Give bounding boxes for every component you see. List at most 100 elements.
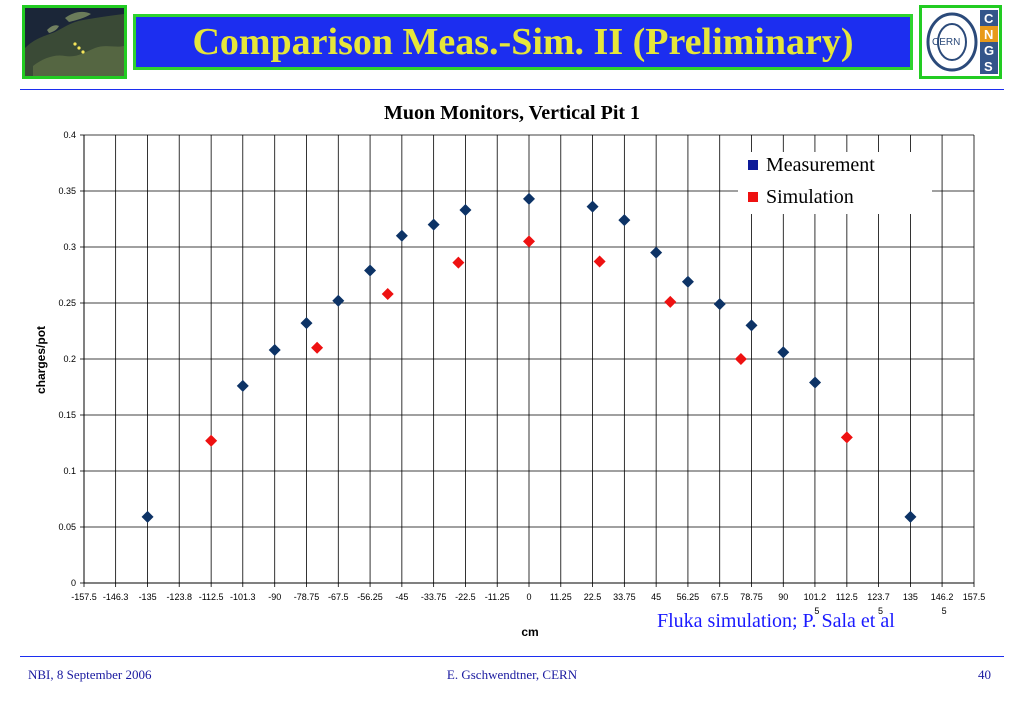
cngs-letter-n: N <box>984 27 993 42</box>
measurement-point <box>268 344 281 357</box>
y-tick-label: 0.1 <box>63 466 76 476</box>
measurement-point <box>395 229 408 242</box>
footer-page-number: 40 <box>978 667 991 682</box>
y-tick-label: 0.3 <box>63 242 76 252</box>
measurement-point <box>427 218 440 231</box>
x-tick-label: -67.5 <box>328 592 349 602</box>
x-tick-label: -11.25 <box>485 592 510 602</box>
x-tick-label: 101.2 <box>804 592 827 602</box>
simulation-point <box>840 431 853 444</box>
x-tick-label: 78.75 <box>740 592 763 602</box>
simulation-point <box>205 434 218 447</box>
simulation-point <box>664 295 677 308</box>
measurement-point <box>650 246 663 259</box>
y-tick-label: 0.2 <box>63 354 76 364</box>
measurement-point <box>618 214 631 227</box>
cngs-block-n <box>980 26 998 42</box>
x-tick-label: -45 <box>395 592 408 602</box>
x-tick-label: -78.75 <box>294 592 320 602</box>
measurement-point <box>809 376 822 389</box>
x-tick-label: 157.5 <box>963 592 986 602</box>
footer-author: E. Gschwendtner, CERN <box>446 667 578 682</box>
x-tick-label: -33.75 <box>421 592 447 602</box>
x-tick-label-suffix: 5 <box>814 606 819 616</box>
x-tick-label: -123.8 <box>166 592 192 602</box>
x-tick-label: -22.5 <box>455 592 476 602</box>
y-tick-label: 0.35 <box>58 186 76 196</box>
cern-cngs-logo: CERN C N G S <box>919 5 1002 79</box>
measurement-point <box>332 294 345 307</box>
x-tick-label: 112.5 <box>836 592 858 602</box>
footer-date: NBI, 8 September 2006 <box>28 667 152 682</box>
measurement-point <box>713 298 726 311</box>
europe-map-image <box>25 8 124 76</box>
x-tick-label: 45 <box>651 592 661 602</box>
cngs-letter-g: G <box>984 43 994 58</box>
x-tick-label: 135 <box>903 592 918 602</box>
legend-swatch-measurement <box>748 160 758 170</box>
x-tick-label: 33.75 <box>613 592 636 602</box>
x-tick-label: -56.25 <box>357 592 383 602</box>
measurement-point <box>904 510 917 523</box>
measurement-point <box>300 317 313 330</box>
measurement-point <box>141 510 154 523</box>
cngs-block-c <box>980 10 998 26</box>
simulation-point <box>734 353 747 365</box>
x-tick-label: 90 <box>778 592 788 602</box>
simulation-point <box>452 256 465 269</box>
x-tick-label: 11.25 <box>550 592 572 602</box>
cern-logo-text: CERN <box>932 37 960 48</box>
legend-label-simulation: Simulation <box>766 186 854 208</box>
footer-divider <box>20 656 1004 657</box>
legend-item-measurement: Measurement <box>748 154 875 177</box>
y-axis-label: charges/pot <box>34 326 48 394</box>
x-tick-label-suffix: 5 <box>942 606 947 616</box>
chart-title: Muon Monitors, Vertical Pit 1 <box>383 102 641 124</box>
measurement-point <box>745 319 758 332</box>
legend-item-simulation: Simulation <box>748 186 854 209</box>
measurement-point <box>523 192 535 205</box>
x-tick-label: 67.5 <box>711 592 729 602</box>
x-tick-label: 0 <box>526 592 531 602</box>
x-tick-label: -157.5 <box>71 592 97 602</box>
x-tick-label: 146.2 <box>931 592 954 602</box>
simulation-point <box>523 235 535 248</box>
measurement-point <box>459 204 472 217</box>
simulation-point <box>311 341 324 354</box>
slide-title: Comparison Meas.-Sim. II (Preliminary) <box>192 21 854 63</box>
slide-title-banner: Comparison Meas.-Sim. II (Preliminary) <box>133 14 913 70</box>
y-tick-label: 0 <box>71 578 76 588</box>
x-tick-label: -146.3 <box>103 592 129 602</box>
y-tick-label: 0.25 <box>58 298 76 308</box>
x-tick-label: -112.5 <box>199 592 224 602</box>
x-axis-label: cm <box>521 625 538 639</box>
europe-map-logo <box>22 5 127 79</box>
cngs-block-g <box>980 42 998 58</box>
y-tick-label: 0.15 <box>58 410 76 420</box>
x-tick-label: -90 <box>268 592 281 602</box>
x-tick-label: 22.5 <box>584 592 602 602</box>
x-tick-label: -135 <box>139 592 157 602</box>
x-tick-label: 56.25 <box>677 592 700 602</box>
cngs-letter-c: C <box>984 11 994 26</box>
measurement-point <box>586 200 599 213</box>
x-tick-label-suffix: 5 <box>878 606 883 616</box>
cern-logo-graphic: CERN C N G S <box>926 10 998 74</box>
measurement-point <box>681 275 694 288</box>
chart-legend: Measurement Simulation <box>738 152 932 214</box>
measurement-point <box>364 264 377 277</box>
simulation-credit: Fluka simulation; P. Sala et al <box>657 610 895 632</box>
y-tick-label: 0.4 <box>63 130 76 140</box>
cngs-block-s <box>980 58 998 74</box>
cngs-letter-s: S <box>984 59 993 74</box>
y-tick-label: 0.05 <box>58 522 76 532</box>
measurement-point <box>777 346 790 359</box>
legend-label-measurement: Measurement <box>766 154 875 176</box>
x-tick-label: 123.7 <box>867 592 890 602</box>
header-divider <box>20 89 1004 90</box>
simulation-point <box>593 255 606 268</box>
legend-swatch-simulation <box>748 192 758 202</box>
x-tick-label: -101.3 <box>230 592 256 602</box>
simulation-point <box>381 288 394 301</box>
